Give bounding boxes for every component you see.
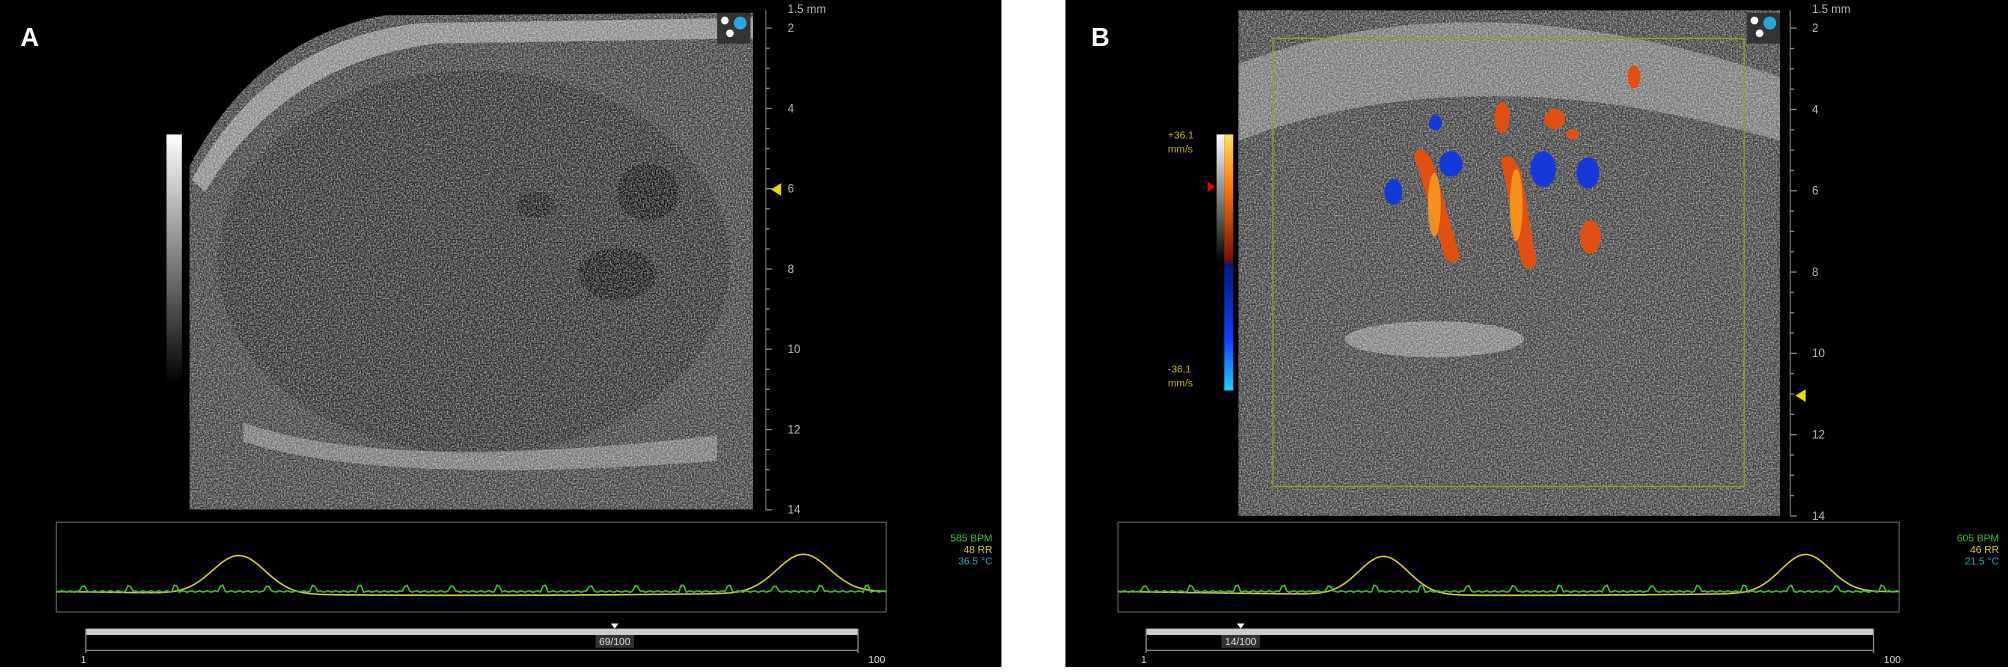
- vital-reading: 48 RR: [963, 545, 992, 556]
- vital-reading: 21.5 °C: [1965, 557, 1999, 568]
- physio-box: [1117, 521, 1900, 613]
- depth-tick-label: 6: [788, 184, 794, 196]
- panel-label: A: [20, 24, 38, 52]
- depth-tick-label: 12: [788, 424, 801, 436]
- depth-tick-label: 2: [788, 23, 794, 35]
- vital-reading: 585 BPM: [950, 534, 992, 545]
- velocity-label: mm/s: [1168, 144, 1193, 155]
- velocity-label: mm/s: [1168, 379, 1193, 390]
- frame-label: 14/100: [1225, 637, 1257, 648]
- logo: [717, 12, 751, 44]
- slider-max: 100: [1884, 655, 1901, 666]
- depth-tick-label: 8: [1812, 267, 1818, 279]
- frame-label: 69/100: [599, 637, 631, 648]
- panel-label: B: [1091, 24, 1109, 52]
- frame-box: [595, 634, 634, 648]
- resp-trace: [1117, 553, 1900, 597]
- resp-trace: [56, 553, 887, 597]
- slider-max: 100: [868, 655, 885, 666]
- logo: [1746, 12, 1781, 44]
- ecg-trace: [1117, 584, 1900, 594]
- depth-unit: 1.5 mm: [788, 4, 826, 16]
- vital-reading: 46 RR: [1970, 545, 1999, 556]
- focus-marker: [1795, 389, 1806, 402]
- gray-scale-bar: [1216, 134, 1225, 263]
- ecg-trace: [56, 584, 887, 594]
- physio-box: [55, 521, 887, 613]
- vital-reading: 605 BPM: [1957, 534, 1999, 545]
- velocity-scale-bar: [1224, 134, 1234, 391]
- vital-reading: 36.5 °C: [958, 557, 992, 568]
- depth-tick-label: 6: [1812, 186, 1818, 198]
- depth-tick-label: 8: [788, 264, 794, 276]
- depth-tick-label: 10: [1812, 348, 1825, 360]
- frame-marker: [1236, 623, 1245, 629]
- depth-tick-label: 12: [1812, 429, 1825, 441]
- depth-tick-label: 4: [788, 103, 795, 115]
- slider-min: 1: [81, 655, 87, 666]
- frame-slider: [1146, 628, 1874, 635]
- depth-unit: 1.5 mm: [1812, 4, 1850, 16]
- ultrasound-image-b: [1238, 10, 1781, 516]
- focus-marker: [770, 183, 782, 196]
- depth-tick-label: 2: [1812, 23, 1818, 35]
- velocity-label: +36.1: [1168, 130, 1194, 141]
- frame-box: [1221, 634, 1260, 648]
- ultrasound-image-a: [189, 12, 753, 510]
- depth-tick-label: 10: [788, 344, 801, 356]
- gray-scale-bar: [166, 134, 182, 385]
- frame-slider: [85, 628, 859, 635]
- velocity-label: -36.1: [1168, 365, 1192, 376]
- slider-min: 1: [1141, 655, 1147, 666]
- depth-tick-label: 14: [788, 505, 801, 517]
- depth-tick-label: 14: [1812, 511, 1825, 523]
- frame-marker: [610, 623, 619, 629]
- depth-tick-label: 4: [1812, 104, 1819, 116]
- baseline-marker: [1207, 181, 1216, 193]
